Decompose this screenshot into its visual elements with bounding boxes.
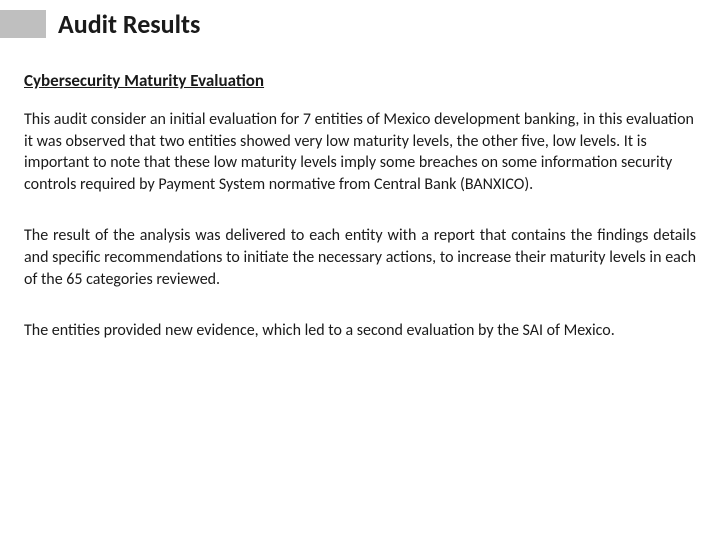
paragraph-1: This audit consider an initial evaluatio… — [24, 109, 696, 195]
page-title: Audit Results — [58, 8, 200, 40]
paragraph-2: The result of the analysis was delivered… — [24, 225, 696, 290]
content-area: Cybersecurity Maturity Evaluation This a… — [0, 40, 720, 342]
paragraph-3: The entities provided new evidence, whic… — [24, 320, 696, 342]
section-heading: Cybersecurity Maturity Evaluation — [24, 70, 696, 91]
header-row: Audit Results — [0, 0, 720, 40]
header-accent-block — [0, 10, 46, 38]
